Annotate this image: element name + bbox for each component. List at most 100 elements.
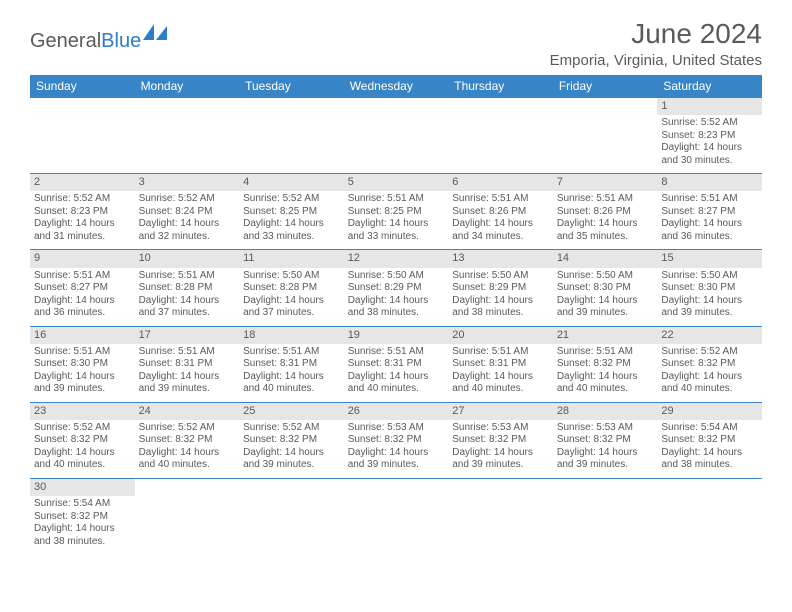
sunset-line: Sunset: 8:31 PM <box>452 358 549 371</box>
sunrise-line: Sunrise: 5:50 AM <box>452 270 549 283</box>
sunrise-line: Sunrise: 5:53 AM <box>452 422 549 435</box>
sunset-line: Sunset: 8:32 PM <box>243 434 340 447</box>
day-blank <box>657 479 762 496</box>
day-blank <box>448 479 553 496</box>
day-details: Sunrise: 5:52 AMSunset: 8:25 PMDaylight:… <box>243 193 340 243</box>
day-details: Sunrise: 5:51 AMSunset: 8:31 PMDaylight:… <box>452 346 549 396</box>
day-blank <box>553 98 658 115</box>
sunrise-line: Sunrise: 5:51 AM <box>348 346 445 359</box>
day-details: Sunrise: 5:51 AMSunset: 8:31 PMDaylight:… <box>348 346 445 396</box>
sunset-line: Sunset: 8:30 PM <box>557 282 654 295</box>
daylight-line: Daylight: 14 hours and 33 minutes. <box>243 218 340 243</box>
sunset-line: Sunset: 8:27 PM <box>661 206 758 219</box>
sunset-line: Sunset: 8:26 PM <box>557 206 654 219</box>
sunset-line: Sunset: 8:28 PM <box>139 282 236 295</box>
day-number-cell: 1 <box>657 98 762 116</box>
sunrise-line: Sunrise: 5:51 AM <box>452 193 549 206</box>
daylight-line: Daylight: 14 hours and 36 minutes. <box>661 218 758 243</box>
sunrise-line: Sunrise: 5:51 AM <box>34 346 131 359</box>
day-blank <box>30 98 135 115</box>
sunset-line: Sunset: 8:23 PM <box>34 206 131 219</box>
day-details: Sunrise: 5:51 AMSunset: 8:26 PMDaylight:… <box>452 193 549 243</box>
daylight-line: Daylight: 14 hours and 36 minutes. <box>34 295 131 320</box>
day-number: 22 <box>657 327 762 344</box>
day-number: 30 <box>30 479 135 496</box>
day-content-cell <box>135 496 240 554</box>
day-content-cell: Sunrise: 5:54 AMSunset: 8:32 PMDaylight:… <box>657 420 762 479</box>
day-number: 21 <box>553 327 658 344</box>
week-3-daynum-row: 16171819202122 <box>30 326 762 344</box>
sunrise-line: Sunrise: 5:50 AM <box>243 270 340 283</box>
day-content-cell: Sunrise: 5:51 AMSunset: 8:31 PMDaylight:… <box>239 344 344 403</box>
day-number-cell: 7 <box>553 174 658 192</box>
day-number: 13 <box>448 250 553 267</box>
weekday-thursday: Thursday <box>448 75 553 98</box>
sunrise-line: Sunrise: 5:53 AM <box>348 422 445 435</box>
day-number: 26 <box>344 403 449 420</box>
sunset-line: Sunset: 8:25 PM <box>348 206 445 219</box>
sunrise-line: Sunrise: 5:51 AM <box>243 346 340 359</box>
sunset-line: Sunset: 8:32 PM <box>557 358 654 371</box>
sunset-line: Sunset: 8:30 PM <box>34 358 131 371</box>
sunrise-line: Sunrise: 5:51 AM <box>452 346 549 359</box>
week-5-daynum-row: 30 <box>30 478 762 496</box>
day-number: 5 <box>344 174 449 191</box>
day-number: 28 <box>553 403 658 420</box>
day-content-cell: Sunrise: 5:52 AMSunset: 8:32 PMDaylight:… <box>657 344 762 403</box>
day-number-cell: 20 <box>448 326 553 344</box>
day-content-cell: Sunrise: 5:51 AMSunset: 8:32 PMDaylight:… <box>553 344 658 403</box>
day-number-cell: 28 <box>553 402 658 420</box>
day-number: 11 <box>239 250 344 267</box>
sunrise-line: Sunrise: 5:51 AM <box>34 270 131 283</box>
day-number-cell <box>448 478 553 496</box>
day-details: Sunrise: 5:51 AMSunset: 8:32 PMDaylight:… <box>557 346 654 396</box>
day-number: 14 <box>553 250 658 267</box>
daylight-line: Daylight: 14 hours and 40 minutes. <box>557 371 654 396</box>
day-blank <box>344 98 449 115</box>
day-blank <box>135 479 240 496</box>
sunset-line: Sunset: 8:32 PM <box>452 434 549 447</box>
week-2-content-row: Sunrise: 5:51 AMSunset: 8:27 PMDaylight:… <box>30 268 762 327</box>
day-details: Sunrise: 5:50 AMSunset: 8:28 PMDaylight:… <box>243 270 340 320</box>
day-number: 15 <box>657 250 762 267</box>
sunrise-line: Sunrise: 5:52 AM <box>139 422 236 435</box>
daylight-line: Daylight: 14 hours and 38 minutes. <box>661 447 758 472</box>
week-3-content-row: Sunrise: 5:51 AMSunset: 8:30 PMDaylight:… <box>30 344 762 403</box>
day-number-cell: 16 <box>30 326 135 344</box>
sunset-line: Sunset: 8:32 PM <box>34 511 131 524</box>
day-number-cell <box>344 98 449 116</box>
sunrise-line: Sunrise: 5:51 AM <box>139 346 236 359</box>
sunrise-line: Sunrise: 5:51 AM <box>348 193 445 206</box>
day-details: Sunrise: 5:52 AMSunset: 8:32 PMDaylight:… <box>139 422 236 472</box>
day-content-cell: Sunrise: 5:51 AMSunset: 8:31 PMDaylight:… <box>344 344 449 403</box>
sunrise-line: Sunrise: 5:50 AM <box>348 270 445 283</box>
day-details: Sunrise: 5:50 AMSunset: 8:29 PMDaylight:… <box>348 270 445 320</box>
day-number: 20 <box>448 327 553 344</box>
title-block: June 2024 Emporia, Virginia, United Stat… <box>550 18 762 69</box>
day-number-cell: 5 <box>344 174 449 192</box>
day-number-cell <box>239 478 344 496</box>
daylight-line: Daylight: 14 hours and 40 minutes. <box>139 447 236 472</box>
day-content-cell <box>239 496 344 554</box>
day-content-cell <box>30 115 135 174</box>
daylight-line: Daylight: 14 hours and 40 minutes. <box>243 371 340 396</box>
day-details: Sunrise: 5:52 AMSunset: 8:32 PMDaylight:… <box>34 422 131 472</box>
daylight-line: Daylight: 14 hours and 39 minutes. <box>557 447 654 472</box>
day-details: Sunrise: 5:54 AMSunset: 8:32 PMDaylight:… <box>34 498 131 548</box>
day-content-cell: Sunrise: 5:52 AMSunset: 8:25 PMDaylight:… <box>239 191 344 250</box>
sunset-line: Sunset: 8:32 PM <box>34 434 131 447</box>
day-number-cell <box>239 98 344 116</box>
day-number-cell <box>448 98 553 116</box>
month-title: June 2024 <box>550 18 762 50</box>
day-number-cell <box>553 478 658 496</box>
sunrise-line: Sunrise: 5:51 AM <box>661 193 758 206</box>
day-content-cell <box>448 115 553 174</box>
daylight-line: Daylight: 14 hours and 40 minutes. <box>452 371 549 396</box>
daylight-line: Daylight: 14 hours and 34 minutes. <box>452 218 549 243</box>
week-5-content-row: Sunrise: 5:54 AMSunset: 8:32 PMDaylight:… <box>30 496 762 554</box>
daylight-line: Daylight: 14 hours and 39 minutes. <box>348 447 445 472</box>
week-1-content-row: Sunrise: 5:52 AMSunset: 8:23 PMDaylight:… <box>30 191 762 250</box>
sunset-line: Sunset: 8:32 PM <box>557 434 654 447</box>
day-content-cell: Sunrise: 5:52 AMSunset: 8:32 PMDaylight:… <box>239 420 344 479</box>
day-number-cell: 22 <box>657 326 762 344</box>
